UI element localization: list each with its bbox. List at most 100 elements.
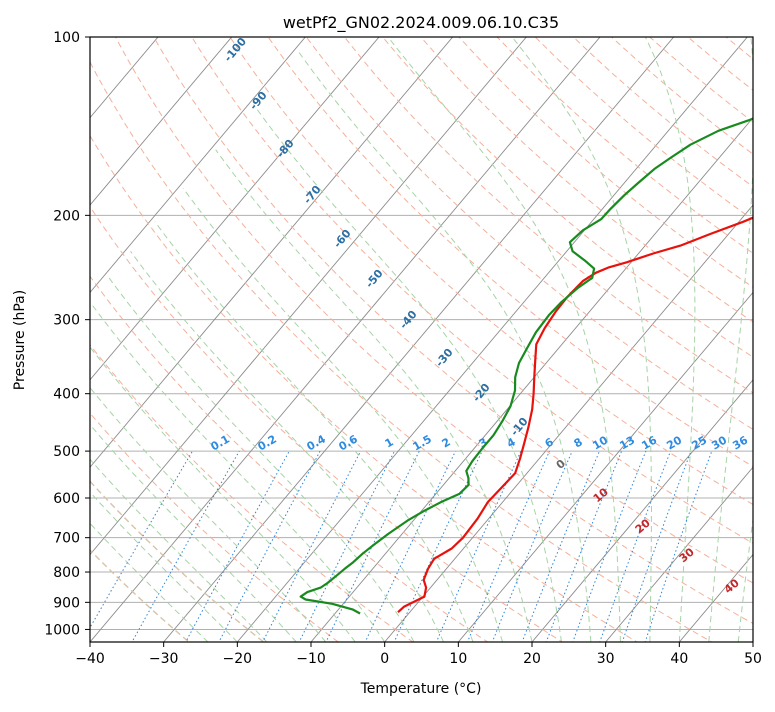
isotherm-line bbox=[0, 24, 464, 654]
x-tick-label: 0 bbox=[380, 651, 389, 667]
dry-adiabat-line bbox=[459, 37, 775, 654]
mixing-ratio-label: 6 bbox=[543, 435, 556, 450]
moist-adiabat-line bbox=[109, 278, 414, 642]
x-axis-label: Temperature (°C) bbox=[360, 681, 482, 697]
mixing-ratio-label: 0.2 bbox=[256, 432, 279, 453]
moist-adiabat-line bbox=[388, 37, 620, 642]
dry-adiabat-label: -40 bbox=[397, 308, 420, 332]
dry-adiabat-line bbox=[39, 37, 657, 654]
dry-adiabat-line bbox=[764, 37, 775, 654]
mixing-ratio-line bbox=[360, 451, 456, 654]
y-tick-label: 200 bbox=[53, 208, 80, 224]
y-tick-label: 600 bbox=[53, 491, 80, 507]
dry-adiabat-line bbox=[0, 37, 506, 654]
isotherm-line bbox=[0, 24, 316, 654]
x-tick-label: 20 bbox=[523, 651, 541, 667]
mixing-ratio-label: 8 bbox=[572, 435, 585, 450]
y-tick-label: 100 bbox=[53, 30, 80, 46]
mixing-ratio-label: 2 bbox=[440, 435, 453, 450]
mixing-ratio-label: 10 bbox=[590, 433, 610, 452]
dry-adiabat-label: -100 bbox=[221, 35, 249, 65]
moist-adiabat-line bbox=[9, 394, 237, 642]
moist-adiabat-line bbox=[69, 320, 355, 642]
dry-adiabat-line bbox=[726, 37, 775, 654]
dry-adiabat-line bbox=[345, 37, 775, 654]
dry-adiabat-line bbox=[688, 37, 775, 654]
x-tick-label: 30 bbox=[597, 651, 615, 667]
dry-adiabat-line bbox=[0, 37, 203, 654]
mixing-ratio-label: 30 bbox=[709, 433, 729, 452]
moist-adiabat-line bbox=[738, 37, 775, 642]
moist-adiabat-line bbox=[54, 340, 326, 642]
moist-adiabat-line bbox=[0, 409, 208, 642]
y-tick-label: 500 bbox=[53, 444, 80, 460]
mixing-ratio-label: 0.6 bbox=[337, 432, 361, 453]
mixing-ratio-label: 1 bbox=[383, 435, 396, 450]
mixing-ratio-line bbox=[257, 451, 361, 654]
dry-adiabat-line bbox=[0, 37, 430, 654]
dry-adiabat-line bbox=[0, 37, 203, 654]
dry-adiabat-line bbox=[0, 37, 279, 654]
dewpoint-profile-line bbox=[301, 45, 775, 614]
isotherm-line bbox=[154, 24, 685, 654]
isotherm-line bbox=[522, 24, 775, 654]
mixing-ratio-line bbox=[213, 451, 320, 654]
mixing-ratio-line bbox=[518, 451, 600, 654]
moist-adiabat-line bbox=[155, 222, 473, 642]
y-tick-label: 1000 bbox=[44, 622, 80, 638]
mixing-ratio-line bbox=[320, 451, 419, 654]
mixing-ratio-label: 16 bbox=[639, 433, 659, 452]
isotherms-layer bbox=[0, 24, 775, 654]
mixing-ratio-label: 25 bbox=[689, 434, 709, 453]
x-tick-label: 40 bbox=[670, 651, 688, 667]
dry-adiabat-line bbox=[573, 37, 775, 654]
x-tick-label: 50 bbox=[744, 651, 762, 667]
series-layer bbox=[301, 45, 775, 614]
dry-adiabat-line bbox=[497, 37, 775, 654]
moist-adiabat-label: 40 bbox=[722, 576, 742, 596]
moist-adiabat-label: 30 bbox=[677, 545, 697, 565]
moist-adiabat-label: 10 bbox=[591, 485, 611, 505]
dry-adiabat-line bbox=[306, 37, 775, 654]
mixing-ratio-line bbox=[125, 451, 239, 654]
dry-adiabat-label: -50 bbox=[363, 267, 386, 291]
mixing-ratio-line bbox=[293, 451, 394, 654]
isotherm-line bbox=[6, 24, 537, 654]
moist-adiabat-line bbox=[768, 37, 775, 642]
mixing-ratio-label: 36 bbox=[730, 433, 750, 452]
dry-adiabat-line bbox=[230, 37, 775, 654]
x-tick-label: 10 bbox=[449, 651, 467, 667]
chart-title: wetPf2_GN02.2024.009.06.10.C35 bbox=[283, 13, 559, 33]
mixing-ratio-line bbox=[179, 451, 289, 654]
mixing-ratio-label: 1.5 bbox=[411, 432, 434, 453]
isotherm-line bbox=[227, 24, 758, 654]
dry-adiabat-line bbox=[116, 37, 775, 654]
mixing-ratio-line bbox=[488, 451, 573, 654]
y-tick-label: 900 bbox=[53, 595, 80, 611]
moist-adiabat-line bbox=[709, 37, 755, 642]
mixing-ratio-label: 0.4 bbox=[305, 432, 329, 453]
dry-adiabat-label: -70 bbox=[301, 183, 324, 207]
mixing-ratio-line bbox=[75, 451, 193, 654]
y-tick-label: 700 bbox=[53, 531, 80, 547]
dry-adiabat-line bbox=[650, 37, 775, 654]
y-tick-label: 300 bbox=[53, 313, 80, 329]
dry-adiabat-line bbox=[535, 37, 775, 654]
y-axis-label: Pressure (hPa) bbox=[12, 290, 28, 390]
dry-adiabat-line bbox=[0, 37, 279, 654]
mixing-ratio-layer bbox=[75, 451, 712, 654]
y-tick-label: 800 bbox=[53, 565, 80, 581]
x-tick-label: −30 bbox=[149, 651, 179, 667]
x-tick-label: −40 bbox=[75, 651, 105, 667]
mixing-ratio-line bbox=[542, 451, 622, 654]
dry-adiabat-label: -90 bbox=[247, 89, 270, 113]
mixing-ratio-label: 20 bbox=[664, 433, 684, 452]
dry-adiabat-line bbox=[1, 37, 582, 654]
y-tick-label: 400 bbox=[53, 387, 80, 403]
dry-adiabat-label: -60 bbox=[331, 227, 354, 251]
x-tick-label: −10 bbox=[296, 651, 326, 667]
isotherm-line bbox=[0, 24, 390, 654]
